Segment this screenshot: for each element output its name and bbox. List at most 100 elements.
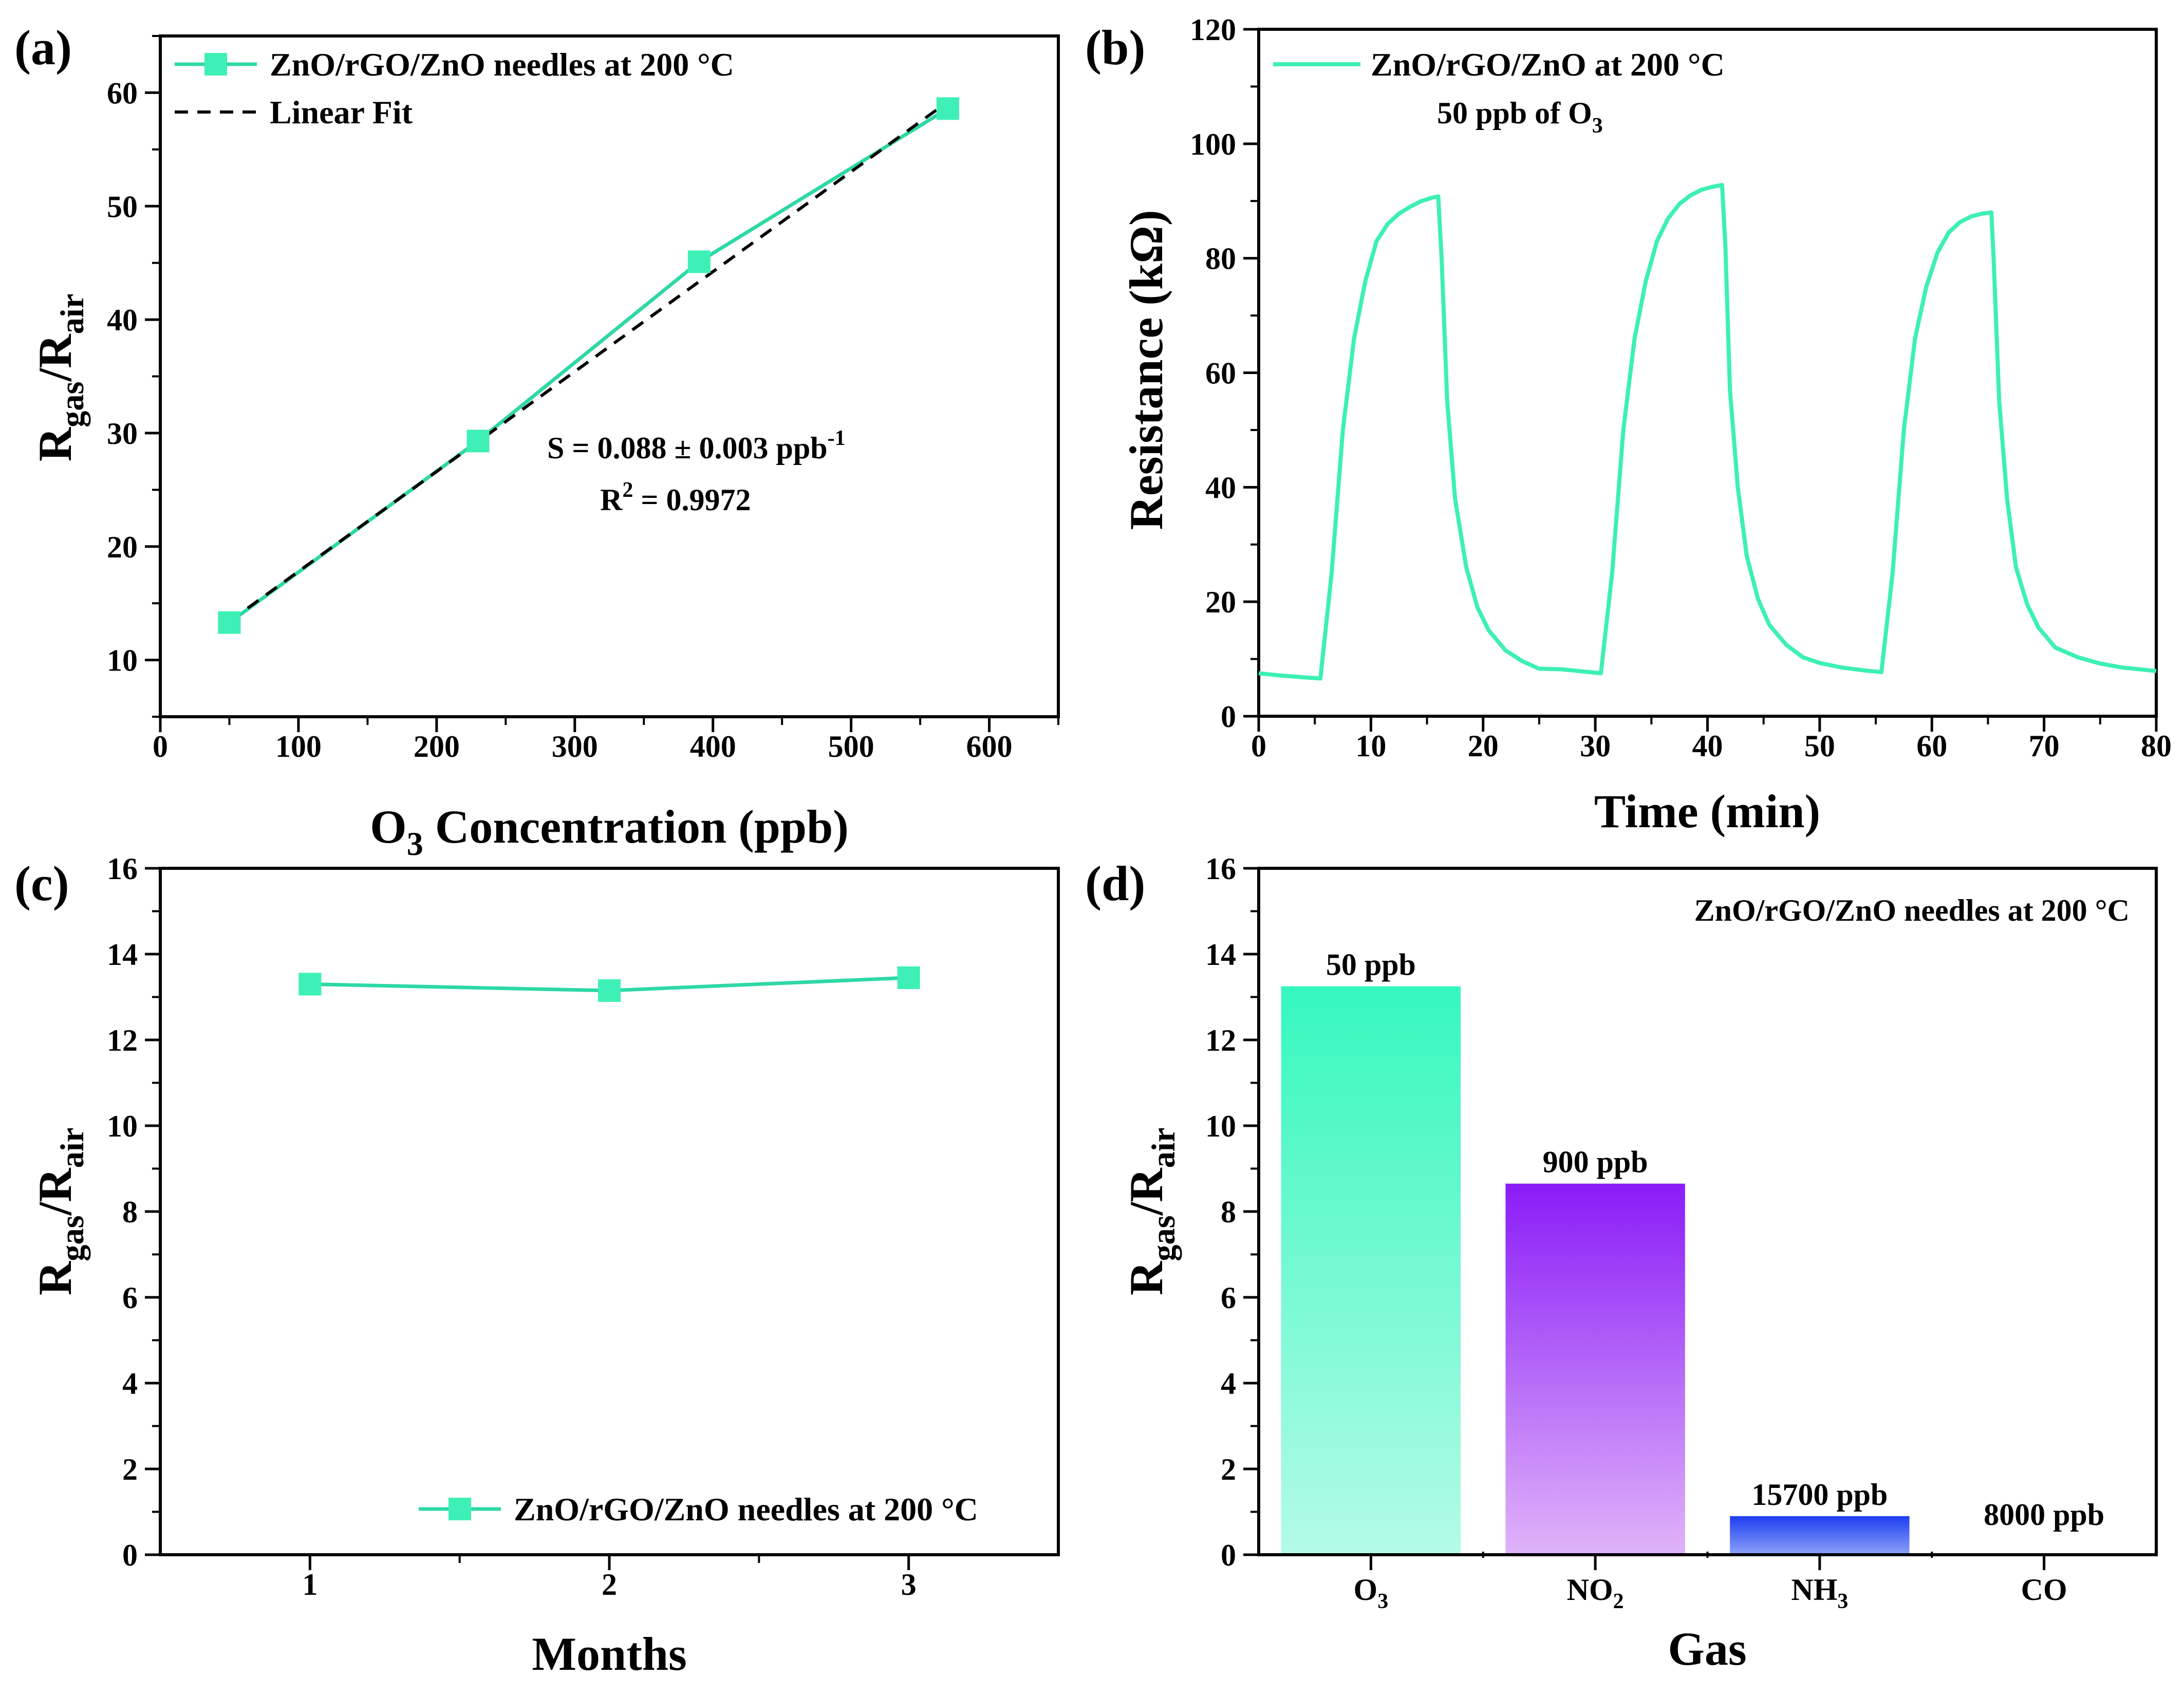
x-tick-label: 300	[552, 730, 598, 763]
data-point-marker	[298, 973, 322, 996]
x-tick-label: 2	[602, 1568, 617, 1601]
panel-b-chart: (b) 0 10 20 30 40 50 60 70 80 0 20 40 60 80 100 120 ZnO…	[1085, 13, 2172, 837]
data-series-line	[228, 107, 949, 624]
panel-d-ylabel: Rgas/Rair	[1120, 1128, 1182, 1296]
x-tick-label: 400	[690, 730, 736, 763]
panel-c-frame	[159, 867, 1060, 1556]
panel-d-ticks: 0 2 4 6 8 10 12 14 16	[1205, 852, 1259, 1572]
y-tick-label: 80	[1205, 242, 1236, 276]
y-tick-label: 12	[1205, 1023, 1236, 1057]
y-tick-label: 14	[1205, 938, 1236, 972]
panel-c-ylabel: Rgas/Rair	[29, 1128, 90, 1296]
bar-value-label: 900 ppb	[1543, 1145, 1648, 1179]
y-tick-label: 6	[1221, 1281, 1236, 1315]
x-tick-label: 0	[1251, 729, 1266, 763]
panel-d-frame	[1257, 867, 2158, 1556]
y-tick-label: 60	[1205, 357, 1236, 390]
bar-value-label: 8000 ppb	[1984, 1498, 2104, 1532]
panel-b-ticks: 0 10 20 30 40 50 60 70 80 0 20 40 60 80 100 120	[1190, 13, 2172, 763]
panel-c-legend: ZnO/rGO/ZnO needles at 200 °C	[419, 1491, 978, 1528]
panel-a-frame	[159, 34, 1060, 718]
x-tick-label: 70	[2029, 729, 2060, 763]
y-tick-label: 16	[107, 852, 138, 886]
bar	[1730, 1516, 1910, 1555]
panel-d-xlabel: Gas	[1668, 1623, 1746, 1675]
x-tick-label: 30	[1580, 729, 1611, 763]
y-tick-label: 2	[122, 1452, 138, 1486]
x-tick-label: 200	[414, 730, 460, 763]
panel-c-label: (c)	[14, 856, 69, 911]
y-tick-label: 10	[107, 644, 138, 678]
resistance-curve	[1258, 183, 2157, 681]
panel-b-series	[1258, 183, 2157, 681]
y-tick-label: 10	[107, 1109, 138, 1143]
x-tick-label: 10	[1355, 729, 1386, 763]
legend-entry-fit: Linear Fit	[270, 94, 413, 131]
y-tick-label: 8	[1221, 1195, 1236, 1229]
panel-b-ylabel: Resistance (kΩ)	[1120, 210, 1172, 530]
x-category-label: NH3	[1791, 1573, 1848, 1613]
x-category-label: NO2	[1567, 1573, 1624, 1613]
x-tick-label: 80	[2141, 729, 2172, 763]
panel-b-xlabel: Time (min)	[1594, 785, 1820, 837]
y-tick-label: 4	[1221, 1367, 1236, 1401]
y-tick-label: 120	[1190, 13, 1236, 47]
panel-d-label: (d)	[1085, 856, 1145, 911]
x-tick-label: 60	[1916, 729, 1947, 763]
bar	[1281, 986, 1461, 1555]
concentration-annotation: 50 ppb of O3	[1437, 96, 1603, 138]
y-tick-label: 20	[1205, 585, 1236, 619]
slope-annotation: S = 0.088 ± 0.003 ppb-1	[547, 426, 846, 465]
y-tick-label: 20	[107, 530, 138, 564]
x-tick-label: 1	[302, 1568, 318, 1601]
y-tick-label: 4	[122, 1367, 138, 1401]
panel-d-chart: (d) 0 2 4 6 8 10 12 14 16 50 ppb O3 900 ppb NO2 1570…	[1085, 852, 2158, 1675]
x-tick-label: 3	[901, 1568, 917, 1601]
panel-b-legend: ZnO/rGO/ZnO at 200 °C	[1273, 46, 1725, 83]
y-tick-label: 16	[1205, 852, 1236, 886]
panel-a-ticks: 0 100 200 300 400 500 600 10 20 30 40 50 60	[107, 35, 1059, 763]
data-point-marker	[687, 250, 711, 273]
y-tick-label: 12	[107, 1023, 138, 1057]
x-tick-label: 100	[275, 730, 322, 763]
y-tick-label: 8	[122, 1195, 138, 1229]
y-tick-label: 40	[107, 303, 138, 337]
panel-a-label: (a)	[14, 20, 72, 75]
y-tick-label: 0	[122, 1538, 138, 1572]
x-category-label: O3	[1354, 1573, 1389, 1613]
y-tick-label: 50	[107, 190, 138, 223]
legend-marker	[449, 1498, 471, 1520]
data-point-marker	[466, 430, 490, 453]
panel-a-legend: ZnO/rGO/ZnO needles at 200 °C Linear Fit	[175, 46, 734, 131]
panel-a-series	[218, 97, 959, 634]
x-category-label: CO	[2021, 1573, 2067, 1607]
bar-value-label: 50 ppb	[1326, 948, 1416, 982]
bar	[1505, 1183, 1685, 1555]
x-tick-label: 0	[153, 730, 168, 763]
panel-b-frame	[1257, 28, 2158, 718]
panel-d-bars: 50 ppb O3 900 ppb NO2 15700 ppb NH3 8000 ppb CO	[1281, 948, 2104, 1613]
y-tick-label: 100	[1190, 127, 1236, 161]
y-tick-label: 30	[107, 417, 138, 451]
data-point-marker	[218, 611, 241, 634]
panel-a-chart: (a) 0 100 200 300 400 500 600 10 20 30 40 50 60 ZnO/…	[14, 20, 1060, 862]
y-tick-label: 2	[1221, 1452, 1236, 1486]
y-tick-label: 14	[107, 938, 138, 972]
panel-a-xlabel: O3 Concentration (ppb)	[370, 800, 849, 862]
panel-b-label: (b)	[1085, 20, 1145, 75]
y-tick-label: 6	[122, 1281, 138, 1315]
data-point-marker	[936, 97, 959, 120]
data-point-marker	[598, 979, 621, 1002]
legend-entry-data: ZnO/rGO/ZnO needles at 200 °C	[270, 46, 734, 83]
data-point-marker	[897, 966, 920, 989]
x-tick-label: 20	[1468, 729, 1499, 763]
bar-value-label: 15700 ppb	[1751, 1478, 1888, 1512]
panel-d-caption: ZnO/rGO/ZnO needles at 200 °C	[1694, 893, 2130, 927]
y-tick-label: 40	[1205, 471, 1236, 505]
x-tick-label: 40	[1692, 729, 1723, 763]
legend-entry-resistance: ZnO/rGO/ZnO at 200 °C	[1371, 46, 1725, 83]
x-tick-label: 50	[1804, 729, 1835, 763]
